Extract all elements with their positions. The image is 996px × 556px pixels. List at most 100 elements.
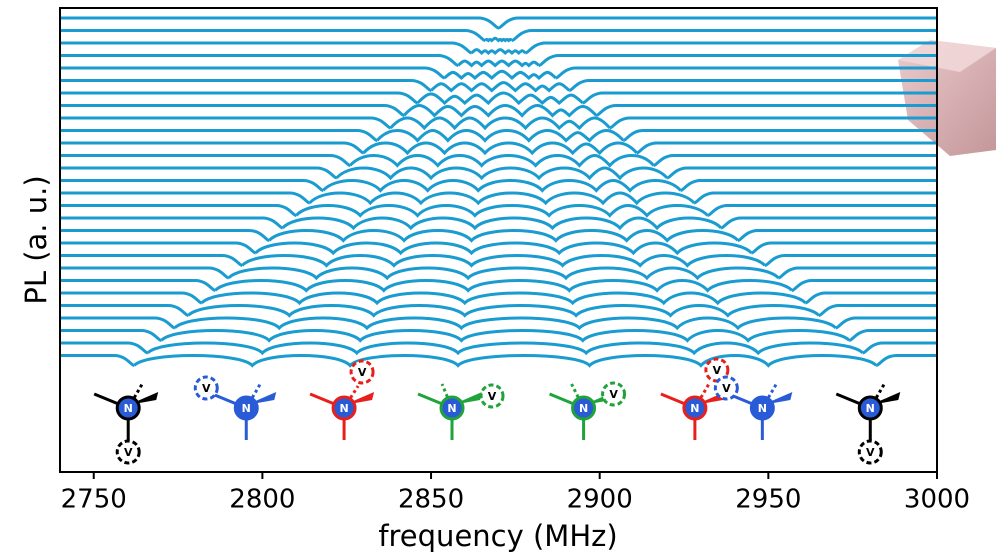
nv-icon: NV — [417, 383, 505, 440]
nv-v-label: V — [488, 390, 497, 403]
nv-vacancy — [193, 375, 219, 401]
trace — [173, 316, 837, 331]
trace — [308, 191, 696, 206]
diamond-crystal — [898, 40, 996, 156]
trace-tail — [60, 341, 149, 355]
trace-tail — [653, 154, 937, 167]
trace-tail — [60, 191, 311, 205]
trace-tail — [60, 116, 392, 130]
trace-tail — [60, 79, 432, 92]
trace — [133, 354, 878, 368]
nv-icon: NV — [93, 383, 159, 465]
nv-vacancy — [601, 381, 627, 407]
plot-frame — [59, 7, 938, 473]
trace-tail — [60, 304, 189, 317]
trace-tail — [498, 16, 937, 30]
trace-tail — [875, 354, 937, 367]
trace — [214, 279, 794, 293]
trace — [362, 141, 638, 156]
trace-tail — [764, 254, 937, 267]
trace-tail — [60, 241, 257, 255]
trace — [375, 129, 625, 143]
trace — [268, 229, 740, 243]
trace — [321, 179, 682, 193]
trace — [457, 59, 540, 68]
nv-icon: NV — [660, 357, 730, 440]
nv-nitrogen — [857, 395, 883, 421]
trace-tail — [60, 129, 378, 142]
trace-tail — [622, 129, 937, 142]
trace-tail — [60, 154, 351, 167]
nv-nitrogen — [571, 395, 597, 421]
trace — [348, 154, 655, 168]
trace-tail — [60, 166, 338, 180]
trace-tail — [60, 229, 270, 242]
nv-bond — [342, 385, 360, 409]
nv-vacancy — [713, 375, 739, 401]
trace-tail — [707, 204, 937, 217]
trace-tail — [60, 54, 459, 67]
nv-n-label: N — [690, 402, 699, 415]
nv-bond — [761, 383, 778, 409]
trace-tail — [524, 41, 937, 55]
trace-tail — [737, 229, 937, 242]
trace-tail — [848, 329, 937, 342]
trace — [416, 91, 584, 106]
x-tick-label: 2900 — [567, 485, 633, 515]
nv-n-label: N — [866, 402, 875, 415]
nv-vacancy — [349, 359, 375, 385]
y-axis-label: PL (a. u.) — [19, 175, 53, 304]
trace-tail — [60, 354, 135, 367]
trace-tail — [666, 166, 937, 180]
nv-icon: NV — [193, 375, 277, 440]
trace-tail — [60, 266, 230, 280]
trace-tail — [804, 291, 937, 305]
trace-tail — [60, 104, 405, 117]
x-tick-label: 2950 — [735, 485, 801, 515]
trace-tail — [60, 66, 446, 80]
trace-tail — [60, 279, 216, 292]
nv-vacancy — [479, 383, 505, 409]
trace-tail — [60, 141, 365, 155]
x-tick-label: 2800 — [229, 485, 295, 515]
trace-tail — [582, 91, 937, 105]
trace-tail — [636, 141, 937, 155]
trace-tail — [818, 304, 937, 317]
trace-tail — [835, 316, 937, 330]
trace — [187, 304, 821, 318]
trace-tail — [595, 104, 937, 117]
trace-tail — [60, 329, 162, 342]
trace — [443, 69, 557, 81]
nv-bond — [244, 383, 262, 409]
nv-nitrogen — [682, 395, 708, 421]
trace — [389, 116, 611, 131]
nv-icon: NV — [549, 381, 627, 440]
nv-v-label: V — [124, 446, 133, 459]
trace-tail — [60, 291, 203, 305]
trace — [484, 36, 513, 43]
trace-tail — [60, 16, 499, 30]
nv-n-label: N — [242, 402, 251, 415]
trace — [254, 241, 753, 256]
trace — [430, 81, 571, 93]
trace-tail — [60, 41, 473, 55]
nv-n-label: N — [339, 402, 348, 415]
nv-n-label: N — [124, 402, 133, 415]
nv-bond — [440, 383, 454, 409]
trace-tail — [60, 216, 284, 230]
nv-n-label: N — [447, 402, 456, 415]
trace — [470, 48, 527, 56]
x-tick-label: 2850 — [398, 485, 464, 515]
trace-tail — [750, 241, 937, 255]
trace-tail — [60, 204, 297, 217]
trace — [227, 266, 780, 281]
nv-bond — [693, 383, 711, 409]
nv-n-label: N — [579, 402, 588, 415]
trace-tail — [60, 91, 419, 105]
nv-v-label: V — [722, 382, 731, 395]
trace-tail — [680, 179, 937, 192]
trace-tail — [60, 316, 176, 330]
nv-nitrogen — [331, 395, 357, 421]
nv-n-label: N — [758, 402, 767, 415]
